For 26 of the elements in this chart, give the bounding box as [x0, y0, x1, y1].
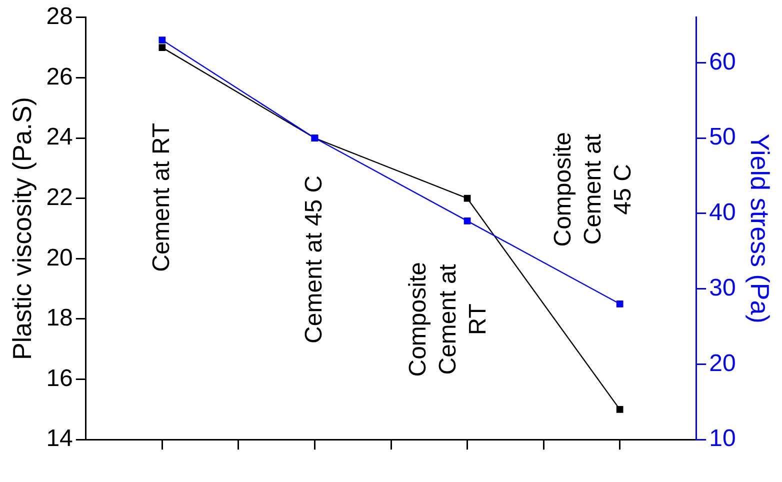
- y-tick-label: 20: [46, 244, 73, 272]
- y-tick-label: 22: [46, 184, 73, 211]
- annotation: Cement at 45 C: [300, 175, 328, 344]
- y2-axis-title: Yield stress (Pa): [745, 134, 776, 324]
- point: [464, 194, 471, 202]
- point: [616, 406, 624, 413]
- annotation: Composite Cement at 45 C: [550, 132, 637, 247]
- point: [616, 300, 624, 308]
- y-tick-label: 28: [46, 3, 73, 30]
- y-tick-label: 24: [46, 124, 73, 151]
- y-axis-title: Plastic viscosity (Pa.S): [6, 97, 37, 360]
- annotation: Cement at RT: [148, 122, 175, 272]
- point: [158, 36, 166, 44]
- y2-tick-label: 10: [709, 425, 736, 452]
- y-tick-label: 14: [46, 425, 73, 452]
- point: [464, 218, 471, 224]
- y-tick-label: 26: [46, 63, 73, 90]
- annotation: Composite Cement at RT: [404, 262, 492, 377]
- y2-tick-label: 20: [709, 350, 736, 377]
- y-tick-label: 18: [46, 304, 73, 332]
- y2-tick-label: 30: [709, 274, 736, 302]
- point: [158, 44, 166, 51]
- y2-tick-label: 50: [709, 124, 736, 151]
- y-tick-label: 16: [46, 364, 73, 392]
- y2-tick-label: 60: [709, 48, 736, 76]
- y2-tick-label: 40: [709, 199, 736, 226]
